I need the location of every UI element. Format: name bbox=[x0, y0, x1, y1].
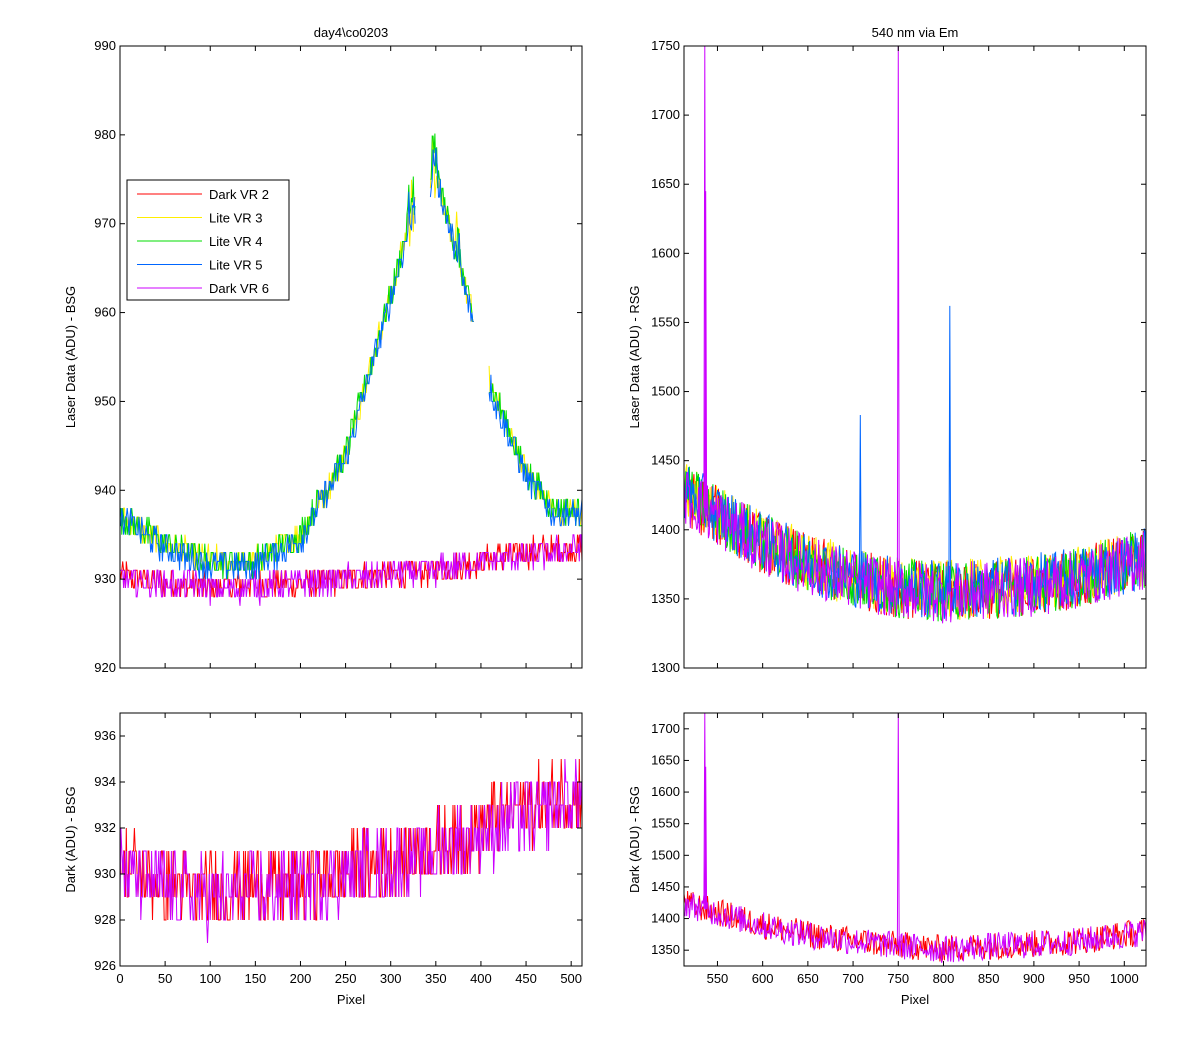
x-tick-label: 800 bbox=[933, 971, 955, 986]
axes-frame bbox=[683, 45, 1147, 669]
y-tick-label: 1400 bbox=[651, 911, 680, 926]
y-tick-label: 928 bbox=[94, 912, 116, 927]
chart-4: 550 600 650 700 750 800 850 900 950 1000 1350 1400 1… bbox=[627, 712, 1147, 1007]
legend-label: Dark VR 6 bbox=[209, 281, 269, 296]
y-tick-label: 980 bbox=[94, 127, 116, 142]
y-tick-label: 940 bbox=[94, 482, 116, 497]
series-line-lite-vr-5 bbox=[120, 147, 582, 580]
x-axis-label: Pixel bbox=[901, 992, 929, 1007]
y-tick-label: 1450 bbox=[651, 879, 680, 894]
legend-box bbox=[126, 179, 290, 301]
y-tick-label: 930 bbox=[94, 571, 116, 586]
y-tick-label: 1550 bbox=[651, 314, 680, 329]
legend-label: Lite VR 5 bbox=[209, 258, 262, 273]
x-tick-label: 550 bbox=[707, 971, 729, 986]
x-tick-label: 900 bbox=[1023, 971, 1045, 986]
x-tick-label: 0 bbox=[116, 971, 123, 986]
x-tick-label: 850 bbox=[978, 971, 1000, 986]
series-line-dark-vr-6 bbox=[684, 892, 1146, 963]
y-tick-label: 934 bbox=[94, 774, 116, 789]
y-tick-label: 926 bbox=[94, 958, 116, 973]
y-tick-label: 1350 bbox=[651, 942, 680, 957]
chart-1: 920 930 940 950 960 970 980 990 day4\co0203 Laser… bbox=[63, 25, 583, 675]
y-tick-label: 1500 bbox=[651, 847, 680, 862]
y-tick-label: 1400 bbox=[651, 522, 680, 537]
y-tick-label: 950 bbox=[94, 393, 116, 408]
x-tick-label: 700 bbox=[842, 971, 864, 986]
y-tick-label: 1700 bbox=[651, 107, 680, 122]
axes-frame bbox=[119, 712, 583, 967]
spike-3 bbox=[896, 713, 900, 946]
y-tick-label: 920 bbox=[94, 660, 116, 675]
x-tick-label: 600 bbox=[752, 971, 774, 986]
y-tick-label: 1450 bbox=[651, 453, 680, 468]
y-tick-label: 1650 bbox=[651, 176, 680, 191]
y-tick-label: 1600 bbox=[651, 245, 680, 260]
series-line-dark-vr-6 bbox=[120, 534, 582, 606]
x-tick-label: 950 bbox=[1068, 971, 1090, 986]
x-tick-label: 300 bbox=[380, 971, 402, 986]
y-tick-label: 930 bbox=[94, 866, 116, 881]
y-axis-label: Laser Data (ADU) - RSG bbox=[627, 285, 642, 428]
x-tick-label: 100 bbox=[199, 971, 221, 986]
y-axis-label: Dark (ADU) - RSG bbox=[627, 786, 642, 893]
plot-area bbox=[684, 46, 1146, 624]
legend-label: Lite VR 3 bbox=[209, 211, 262, 226]
x-tick-label: 150 bbox=[245, 971, 267, 986]
x-tick-label: 350 bbox=[425, 971, 447, 986]
y-axis-label: Dark (ADU) - BSG bbox=[63, 786, 78, 892]
x-tick-label: 50 bbox=[158, 971, 172, 986]
legend-label: Dark VR 2 bbox=[209, 187, 269, 202]
x-tick-label: 200 bbox=[290, 971, 312, 986]
y-tick-label: 960 bbox=[94, 305, 116, 320]
y-tick-label: 1650 bbox=[651, 752, 680, 767]
y-tick-label: 1350 bbox=[651, 591, 680, 606]
x-tick-label: 400 bbox=[470, 971, 492, 986]
spike-4 bbox=[896, 46, 900, 588]
x-tick-label: 1000 bbox=[1110, 971, 1139, 986]
y-tick-label: 1550 bbox=[651, 816, 680, 831]
x-tick-label: 500 bbox=[560, 971, 582, 986]
y-tick-label: 932 bbox=[94, 820, 116, 835]
x-tick-label: 450 bbox=[515, 971, 537, 986]
series-line-dark-vr-6 bbox=[120, 758, 582, 944]
y-tick-label: 1500 bbox=[651, 384, 680, 399]
series-line-dark-vr-6 bbox=[684, 472, 1146, 624]
plot-area bbox=[684, 713, 1146, 963]
axes-frame bbox=[683, 712, 1147, 967]
y-tick-label: 1750 bbox=[651, 38, 680, 53]
x-tick-label: 750 bbox=[887, 971, 909, 986]
spike-5 bbox=[948, 305, 952, 592]
legend: Dark VR 2 Lite VR 3 Lite VR 4 Lite VR 5 Dark… bbox=[126, 179, 290, 301]
x-tick-label: 650 bbox=[797, 971, 819, 986]
plot-area bbox=[120, 758, 582, 944]
spike-2 bbox=[704, 191, 708, 509]
axes-frame bbox=[119, 45, 583, 669]
chart-title: 540 nm via Em bbox=[872, 25, 959, 40]
spike-2 bbox=[704, 766, 708, 909]
chart-3: 0 50 100 150 200 250 300 350 400 450 500 926 928 930 9… bbox=[63, 712, 583, 1007]
chart-title: day4\co0203 bbox=[314, 25, 388, 40]
y-tick-label: 990 bbox=[94, 38, 116, 53]
y-tick-label: 970 bbox=[94, 216, 116, 231]
legend-label: Lite VR 4 bbox=[209, 234, 262, 249]
x-tick-label: 250 bbox=[335, 971, 357, 986]
y-axis-label: Laser Data (ADU) - BSG bbox=[63, 286, 78, 428]
plot-area bbox=[120, 133, 582, 606]
y-tick-label: 936 bbox=[94, 728, 116, 743]
y-tick-label: 1600 bbox=[651, 784, 680, 799]
x-axis-label: Pixel bbox=[337, 992, 365, 1007]
y-tick-label: 1700 bbox=[651, 721, 680, 736]
chart-2: 1300 1350 1400 1450 1500 1550 1600 1650 1700 1750… bbox=[627, 25, 1147, 675]
spike-3 bbox=[858, 415, 862, 580]
y-tick-label: 1300 bbox=[651, 660, 680, 675]
